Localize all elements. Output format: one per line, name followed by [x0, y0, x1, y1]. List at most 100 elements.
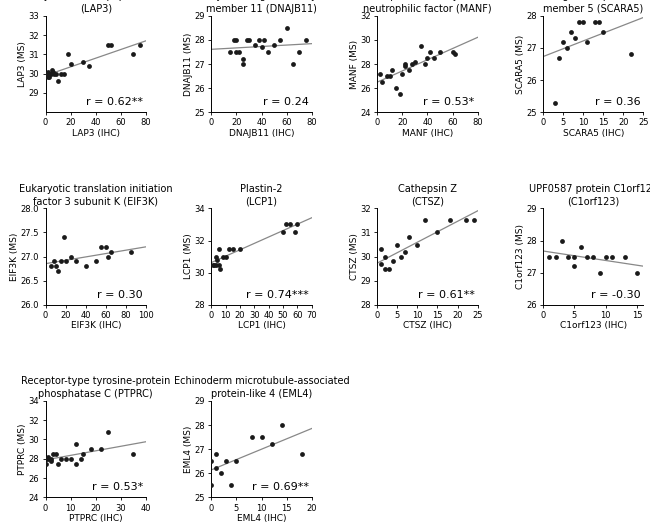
Point	[382, 72, 393, 80]
Point	[43, 453, 53, 461]
Y-axis label: MANF (MS): MANF (MS)	[350, 40, 359, 88]
Point	[128, 50, 138, 59]
Y-axis label: PTPRC (MS): PTPRC (MS)	[18, 423, 27, 475]
Point	[384, 264, 395, 273]
Point	[250, 41, 261, 49]
Point	[211, 464, 222, 472]
Point	[40, 454, 51, 463]
Point	[570, 34, 580, 42]
Point	[396, 252, 406, 261]
Point	[385, 72, 395, 80]
Point	[246, 433, 257, 441]
Point	[235, 244, 245, 253]
X-axis label: LAP3 (IHC): LAP3 (IHC)	[72, 129, 120, 138]
Point	[582, 252, 592, 261]
Point	[281, 220, 291, 229]
Point	[607, 252, 618, 261]
Point	[569, 252, 580, 261]
Title: Mesencephalic astrocyte-derived
neutrophilic factor (MANF): Mesencephalic astrocyte-derived neutroph…	[346, 0, 508, 14]
Point	[404, 233, 415, 242]
Point	[55, 454, 66, 463]
Point	[103, 427, 114, 436]
Point	[231, 457, 242, 466]
Point	[241, 36, 252, 44]
Point	[296, 450, 307, 458]
Point	[556, 236, 567, 245]
Point	[590, 18, 601, 26]
Point	[582, 38, 592, 46]
Point	[213, 260, 224, 269]
Point	[81, 262, 91, 270]
Title: Plastin-2
(LCP1): Plastin-2 (LCP1)	[240, 184, 283, 206]
Text: r = 0.30: r = 0.30	[98, 290, 143, 300]
Point	[234, 48, 244, 56]
Point	[227, 244, 238, 253]
Point	[231, 36, 242, 44]
Point	[432, 229, 443, 237]
Y-axis label: SCARA5 (MS): SCARA5 (MS)	[515, 34, 525, 94]
Point	[460, 216, 471, 225]
Point	[632, 268, 642, 277]
Point	[266, 440, 277, 449]
Text: r = 0.24: r = 0.24	[263, 97, 309, 107]
X-axis label: PTPRC (IHC): PTPRC (IHC)	[69, 514, 123, 523]
Point	[55, 257, 66, 266]
Point	[60, 454, 71, 463]
Point	[416, 42, 426, 50]
Point	[96, 243, 106, 251]
Title: UPF0587 protein C1orf123
(C1orf123): UPF0587 protein C1orf123 (C1orf123)	[528, 184, 650, 206]
Point	[53, 77, 63, 86]
Point	[289, 228, 300, 236]
Point	[594, 18, 604, 26]
Point	[128, 450, 138, 458]
X-axis label: DNAJB11 (IHC): DNAJB11 (IHC)	[229, 129, 294, 138]
Point	[424, 48, 435, 56]
Point	[275, 36, 285, 44]
Point	[407, 60, 417, 68]
Point	[135, 41, 145, 49]
Point	[70, 459, 81, 468]
Text: r = -0.30: r = -0.30	[591, 290, 640, 300]
Point	[84, 62, 95, 70]
Point	[55, 69, 66, 78]
Title: Cytosol aminopeptidase
(LAP3): Cytosol aminopeptidase (LAP3)	[37, 0, 155, 14]
Point	[206, 457, 216, 466]
Point	[256, 43, 266, 51]
Point	[206, 481, 216, 489]
Point	[400, 62, 410, 71]
Point	[43, 73, 53, 81]
Point	[48, 68, 58, 76]
Point	[49, 69, 60, 78]
Point	[46, 454, 56, 463]
Point	[48, 257, 58, 266]
Text: r = 0.36: r = 0.36	[595, 97, 640, 107]
Point	[90, 257, 101, 266]
Text: r = 0.62**: r = 0.62**	[86, 97, 143, 107]
Point	[428, 54, 439, 62]
Point	[212, 256, 222, 264]
Point	[106, 41, 116, 49]
Text: r = 0.74***: r = 0.74***	[246, 290, 309, 300]
Point	[380, 264, 391, 273]
Point	[48, 450, 58, 458]
Point	[285, 220, 296, 229]
Point	[209, 260, 220, 269]
Point	[300, 36, 311, 44]
Point	[96, 445, 106, 453]
Point	[288, 60, 298, 68]
Point	[578, 18, 588, 26]
Point	[551, 252, 561, 261]
Point	[435, 48, 445, 56]
X-axis label: LCP1 (IHC): LCP1 (IHC)	[238, 321, 285, 330]
Point	[422, 54, 433, 62]
Point	[78, 58, 88, 66]
Point	[229, 36, 239, 44]
Y-axis label: DNAJB11 (MS): DNAJB11 (MS)	[184, 32, 193, 96]
Point	[211, 260, 221, 269]
Point	[50, 69, 60, 78]
Point	[598, 28, 608, 36]
Point	[225, 48, 235, 56]
Point	[46, 69, 56, 78]
Point	[400, 60, 410, 68]
Point	[276, 421, 287, 429]
